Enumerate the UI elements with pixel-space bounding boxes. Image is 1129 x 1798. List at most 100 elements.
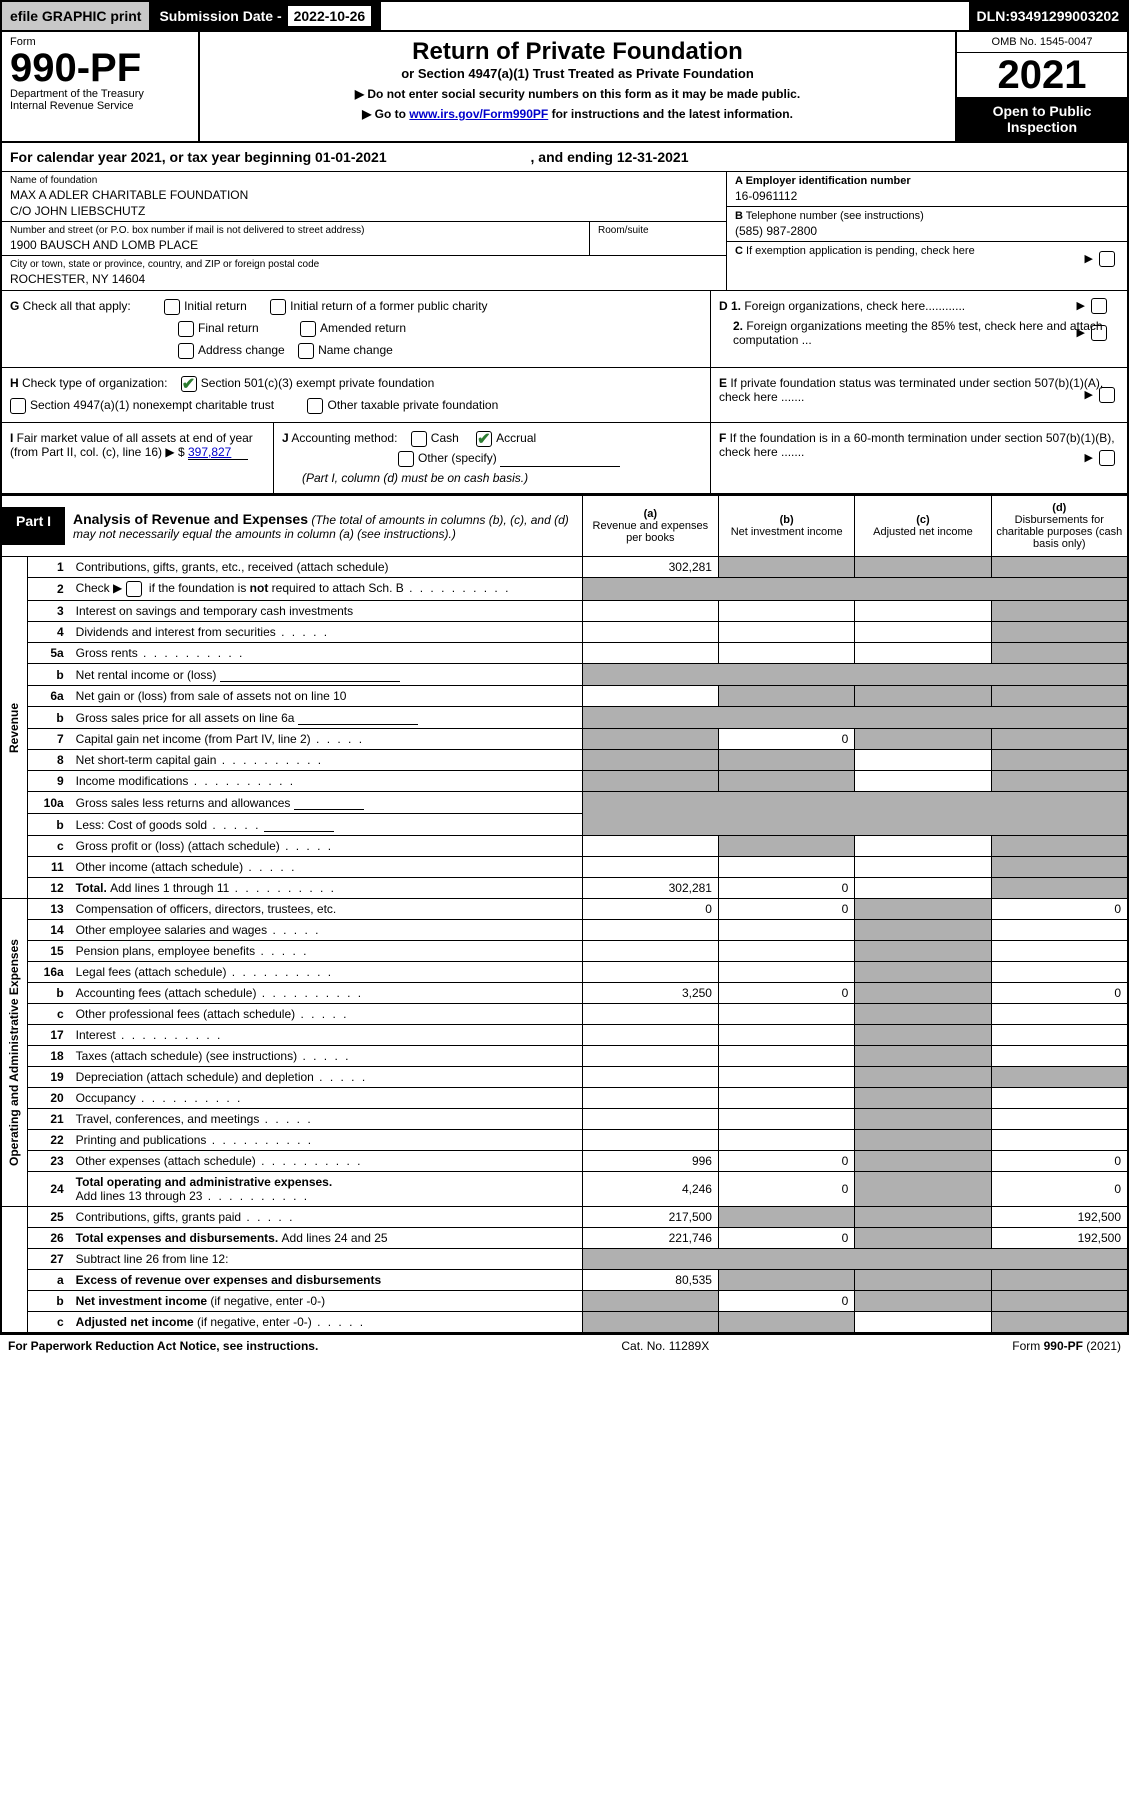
phone-cell: B Telephone number (see instructions) (5… — [727, 207, 1127, 242]
foreign-org-checkbox[interactable] — [1091, 298, 1107, 314]
footer-left: For Paperwork Reduction Act Notice, see … — [8, 1339, 318, 1353]
header-right: OMB No. 1545-0047 2021 Open to Public In… — [955, 32, 1127, 141]
exemption-pending-cell: C If exemption application is pending, c… — [727, 242, 1127, 276]
header-left: Form 990-PF Department of the Treasury I… — [2, 32, 200, 141]
table-row: bNet investment income (if negative, ent… — [1, 1291, 1128, 1312]
fmv-link[interactable]: 397,827 — [188, 445, 231, 459]
table-row: 6aNet gain or (loss) from sale of assets… — [1, 686, 1128, 707]
year-begin: 01-01-2021 — [315, 149, 387, 165]
note-ssn: ▶ Do not enter social security numbers o… — [212, 87, 943, 101]
foundation-name-cell: Name of foundation MAX A ADLER CHARITABL… — [2, 172, 726, 222]
schb-checkbox[interactable] — [126, 581, 142, 597]
table-row: 21Travel, conferences, and meetings — [1, 1109, 1128, 1130]
efile-print-button[interactable]: efile GRAPHIC print — [2, 2, 151, 30]
table-row: Revenue 1Contributions, gifts, grants, e… — [1, 557, 1128, 578]
exemption-checkbox[interactable] — [1099, 251, 1115, 267]
part1-table: Part I Analysis of Revenue and Expenses … — [0, 495, 1129, 1333]
arrow-icon — [1077, 298, 1085, 312]
table-row: 12Total. Add lines 1 through 11302,2810 — [1, 878, 1128, 899]
foundation-name-1: MAX A ADLER CHARITABLE FOUNDATION — [10, 188, 718, 202]
form-number: 990-PF — [10, 48, 190, 88]
form-header: Form 990-PF Department of the Treasury I… — [0, 32, 1129, 143]
irs-link[interactable]: www.irs.gov/Form990PF — [409, 107, 548, 121]
table-row: bGross sales price for all assets on lin… — [1, 707, 1128, 729]
identification-section: Name of foundation MAX A ADLER CHARITABL… — [0, 172, 1129, 291]
cash-basis-note: (Part I, column (d) must be on cash basi… — [302, 471, 702, 485]
foreign-85-checkbox[interactable] — [1091, 325, 1107, 341]
footer-right: Form 990-PF (2021) — [1012, 1339, 1121, 1353]
tax-year: 2021 — [957, 53, 1127, 97]
irs-label: Internal Revenue Service — [10, 100, 190, 112]
section-h: H Check type of organization: Section 50… — [2, 368, 711, 422]
501c3-checkbox[interactable] — [181, 376, 197, 392]
address-value: 1900 BAUSCH AND LOMB PLACE — [10, 238, 581, 252]
accrual-checkbox[interactable] — [476, 431, 492, 447]
open-public-label: Open to Public Inspection — [957, 97, 1127, 141]
4947a1-checkbox[interactable] — [10, 398, 26, 414]
table-row: 2 Check ▶ if the foundation is not requi… — [1, 578, 1128, 601]
table-row: 26Total expenses and disbursements. Add … — [1, 1228, 1128, 1249]
table-row: 7Capital gain net income (from Part IV, … — [1, 729, 1128, 750]
dln-label: DLN: 93491299003202 — [969, 2, 1127, 30]
final-return-checkbox[interactable] — [178, 321, 194, 337]
table-row: 24Total operating and administrative exp… — [1, 1172, 1128, 1207]
form-title: Return of Private Foundation — [212, 38, 943, 66]
table-row: 5aGross rents — [1, 643, 1128, 664]
calendar-year-row: For calendar year 2021, or tax year begi… — [0, 143, 1129, 172]
ein-cell: A Employer identification number 16-0961… — [727, 172, 1127, 207]
initial-return-checkbox[interactable] — [164, 299, 180, 315]
col-c-header: (c)Adjusted net income — [855, 496, 991, 557]
section-f: F If the foundation is in a 60-month ter… — [711, 423, 1127, 493]
submission-date-label: Submission Date - 2022-10-26 — [151, 2, 381, 30]
col-b-header: (b)Net investment income — [718, 496, 854, 557]
part1-desc: Analysis of Revenue and Expenses (The to… — [65, 507, 582, 545]
phone-value: (585) 987-2800 — [735, 224, 1119, 238]
part1-label: Part I — [2, 507, 65, 545]
col-d-header: (d)Disbursements for charitable purposes… — [991, 496, 1128, 557]
table-row: 8Net short-term capital gain — [1, 750, 1128, 771]
other-method-checkbox[interactable] — [398, 451, 414, 467]
city-value: ROCHESTER, NY 14604 — [10, 272, 718, 286]
table-row: 23Other expenses (attach schedule)99600 — [1, 1151, 1128, 1172]
section-ijf: I Fair market value of all assets at end… — [0, 423, 1129, 495]
page-footer: For Paperwork Reduction Act Notice, see … — [0, 1333, 1129, 1357]
section-ij: I Fair market value of all assets at end… — [2, 423, 711, 493]
table-row: 11Other income (attach schedule) — [1, 857, 1128, 878]
top-bar: efile GRAPHIC print Submission Date - 20… — [0, 0, 1129, 32]
table-row: aExcess of revenue over expenses and dis… — [1, 1270, 1128, 1291]
amended-return-checkbox[interactable] — [300, 321, 316, 337]
cash-checkbox[interactable] — [411, 431, 427, 447]
table-row: bAccounting fees (attach schedule)3,2500… — [1, 983, 1128, 1004]
table-row: 17Interest — [1, 1025, 1128, 1046]
header-mid: Return of Private Foundation or Section … — [200, 32, 955, 141]
ein-value: 16-0961112 — [735, 189, 1119, 203]
60month-checkbox[interactable] — [1099, 450, 1115, 466]
table-row: cAdjusted net income (if negative, enter… — [1, 1312, 1128, 1333]
section-g: G Check all that apply: Initial return I… — [2, 291, 711, 367]
table-row: cOther professional fees (attach schedul… — [1, 1004, 1128, 1025]
initial-former-checkbox[interactable] — [270, 299, 286, 315]
table-row: 27Subtract line 26 from line 12: — [1, 1249, 1128, 1270]
table-row: 18Taxes (attach schedule) (see instructi… — [1, 1046, 1128, 1067]
dln-value: 93491299003202 — [1010, 8, 1119, 24]
submission-date-value: 2022-10-26 — [288, 6, 372, 26]
name-change-checkbox[interactable] — [298, 343, 314, 359]
other-taxable-checkbox[interactable] — [307, 398, 323, 414]
year-end: 12-31-2021 — [617, 149, 689, 165]
dept-treasury: Department of the Treasury — [10, 88, 190, 100]
arrow-icon — [1085, 450, 1093, 464]
table-row: 22Printing and publications — [1, 1130, 1128, 1151]
address-change-checkbox[interactable] — [178, 343, 194, 359]
table-row: 3Interest on savings and temporary cash … — [1, 601, 1128, 622]
table-row: 9Income modifications — [1, 771, 1128, 792]
city-cell: City or town, state or province, country… — [2, 256, 726, 290]
table-row: 14Other employee salaries and wages — [1, 920, 1128, 941]
table-row: 4Dividends and interest from securities — [1, 622, 1128, 643]
table-row: 10aGross sales less returns and allowanc… — [1, 792, 1128, 814]
address-cell: Number and street (or P.O. box number if… — [2, 222, 590, 255]
omb-number: OMB No. 1545-0047 — [957, 32, 1127, 53]
table-row: cGross profit or (loss) (attach schedule… — [1, 836, 1128, 857]
revenue-label: Revenue — [1, 557, 28, 899]
table-row: 20Occupancy — [1, 1088, 1128, 1109]
status-terminated-checkbox[interactable] — [1099, 387, 1115, 403]
